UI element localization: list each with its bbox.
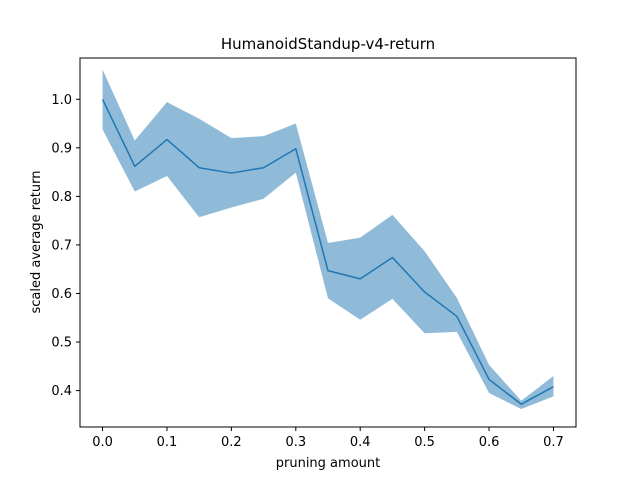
plot-area xyxy=(101,69,554,410)
x-tick-label: 0.2 xyxy=(221,435,242,450)
y-tick-label: 0.8 xyxy=(51,190,72,205)
x-tick-label: 0.0 xyxy=(92,435,113,450)
y-tick-label: 0.6 xyxy=(51,287,72,302)
y-tick-label: 1.0 xyxy=(51,93,72,108)
x-tick-label: 0.3 xyxy=(285,435,306,450)
y-tick-label: 0.4 xyxy=(51,384,72,399)
series-band xyxy=(102,69,554,410)
x-tick-label: 0.4 xyxy=(350,435,371,450)
x-axis-ticks: 0.0 0.1 0.2 0.3 0.4 0.5 0.6 0.7 xyxy=(92,427,564,450)
x-tick-label: 0.5 xyxy=(414,435,435,450)
x-axis-label: pruning amount xyxy=(276,456,380,471)
y-axis-ticks: 0.4 0.5 0.6 0.7 0.8 0.9 1.0 xyxy=(51,93,80,399)
y-tick-label: 0.7 xyxy=(51,238,72,253)
axes-frame xyxy=(79,57,577,428)
y-axis-label: scaled average return xyxy=(29,171,44,314)
chart-title: HumanoidStandup-v4-return xyxy=(221,35,435,53)
x-tick-label: 0.7 xyxy=(543,435,564,450)
series-line xyxy=(101,98,554,405)
x-tick-label: 0.1 xyxy=(157,435,178,450)
x-tick-label: 0.6 xyxy=(479,435,500,450)
y-tick-label: 0.5 xyxy=(51,336,72,351)
y-tick-label: 0.9 xyxy=(51,141,72,156)
